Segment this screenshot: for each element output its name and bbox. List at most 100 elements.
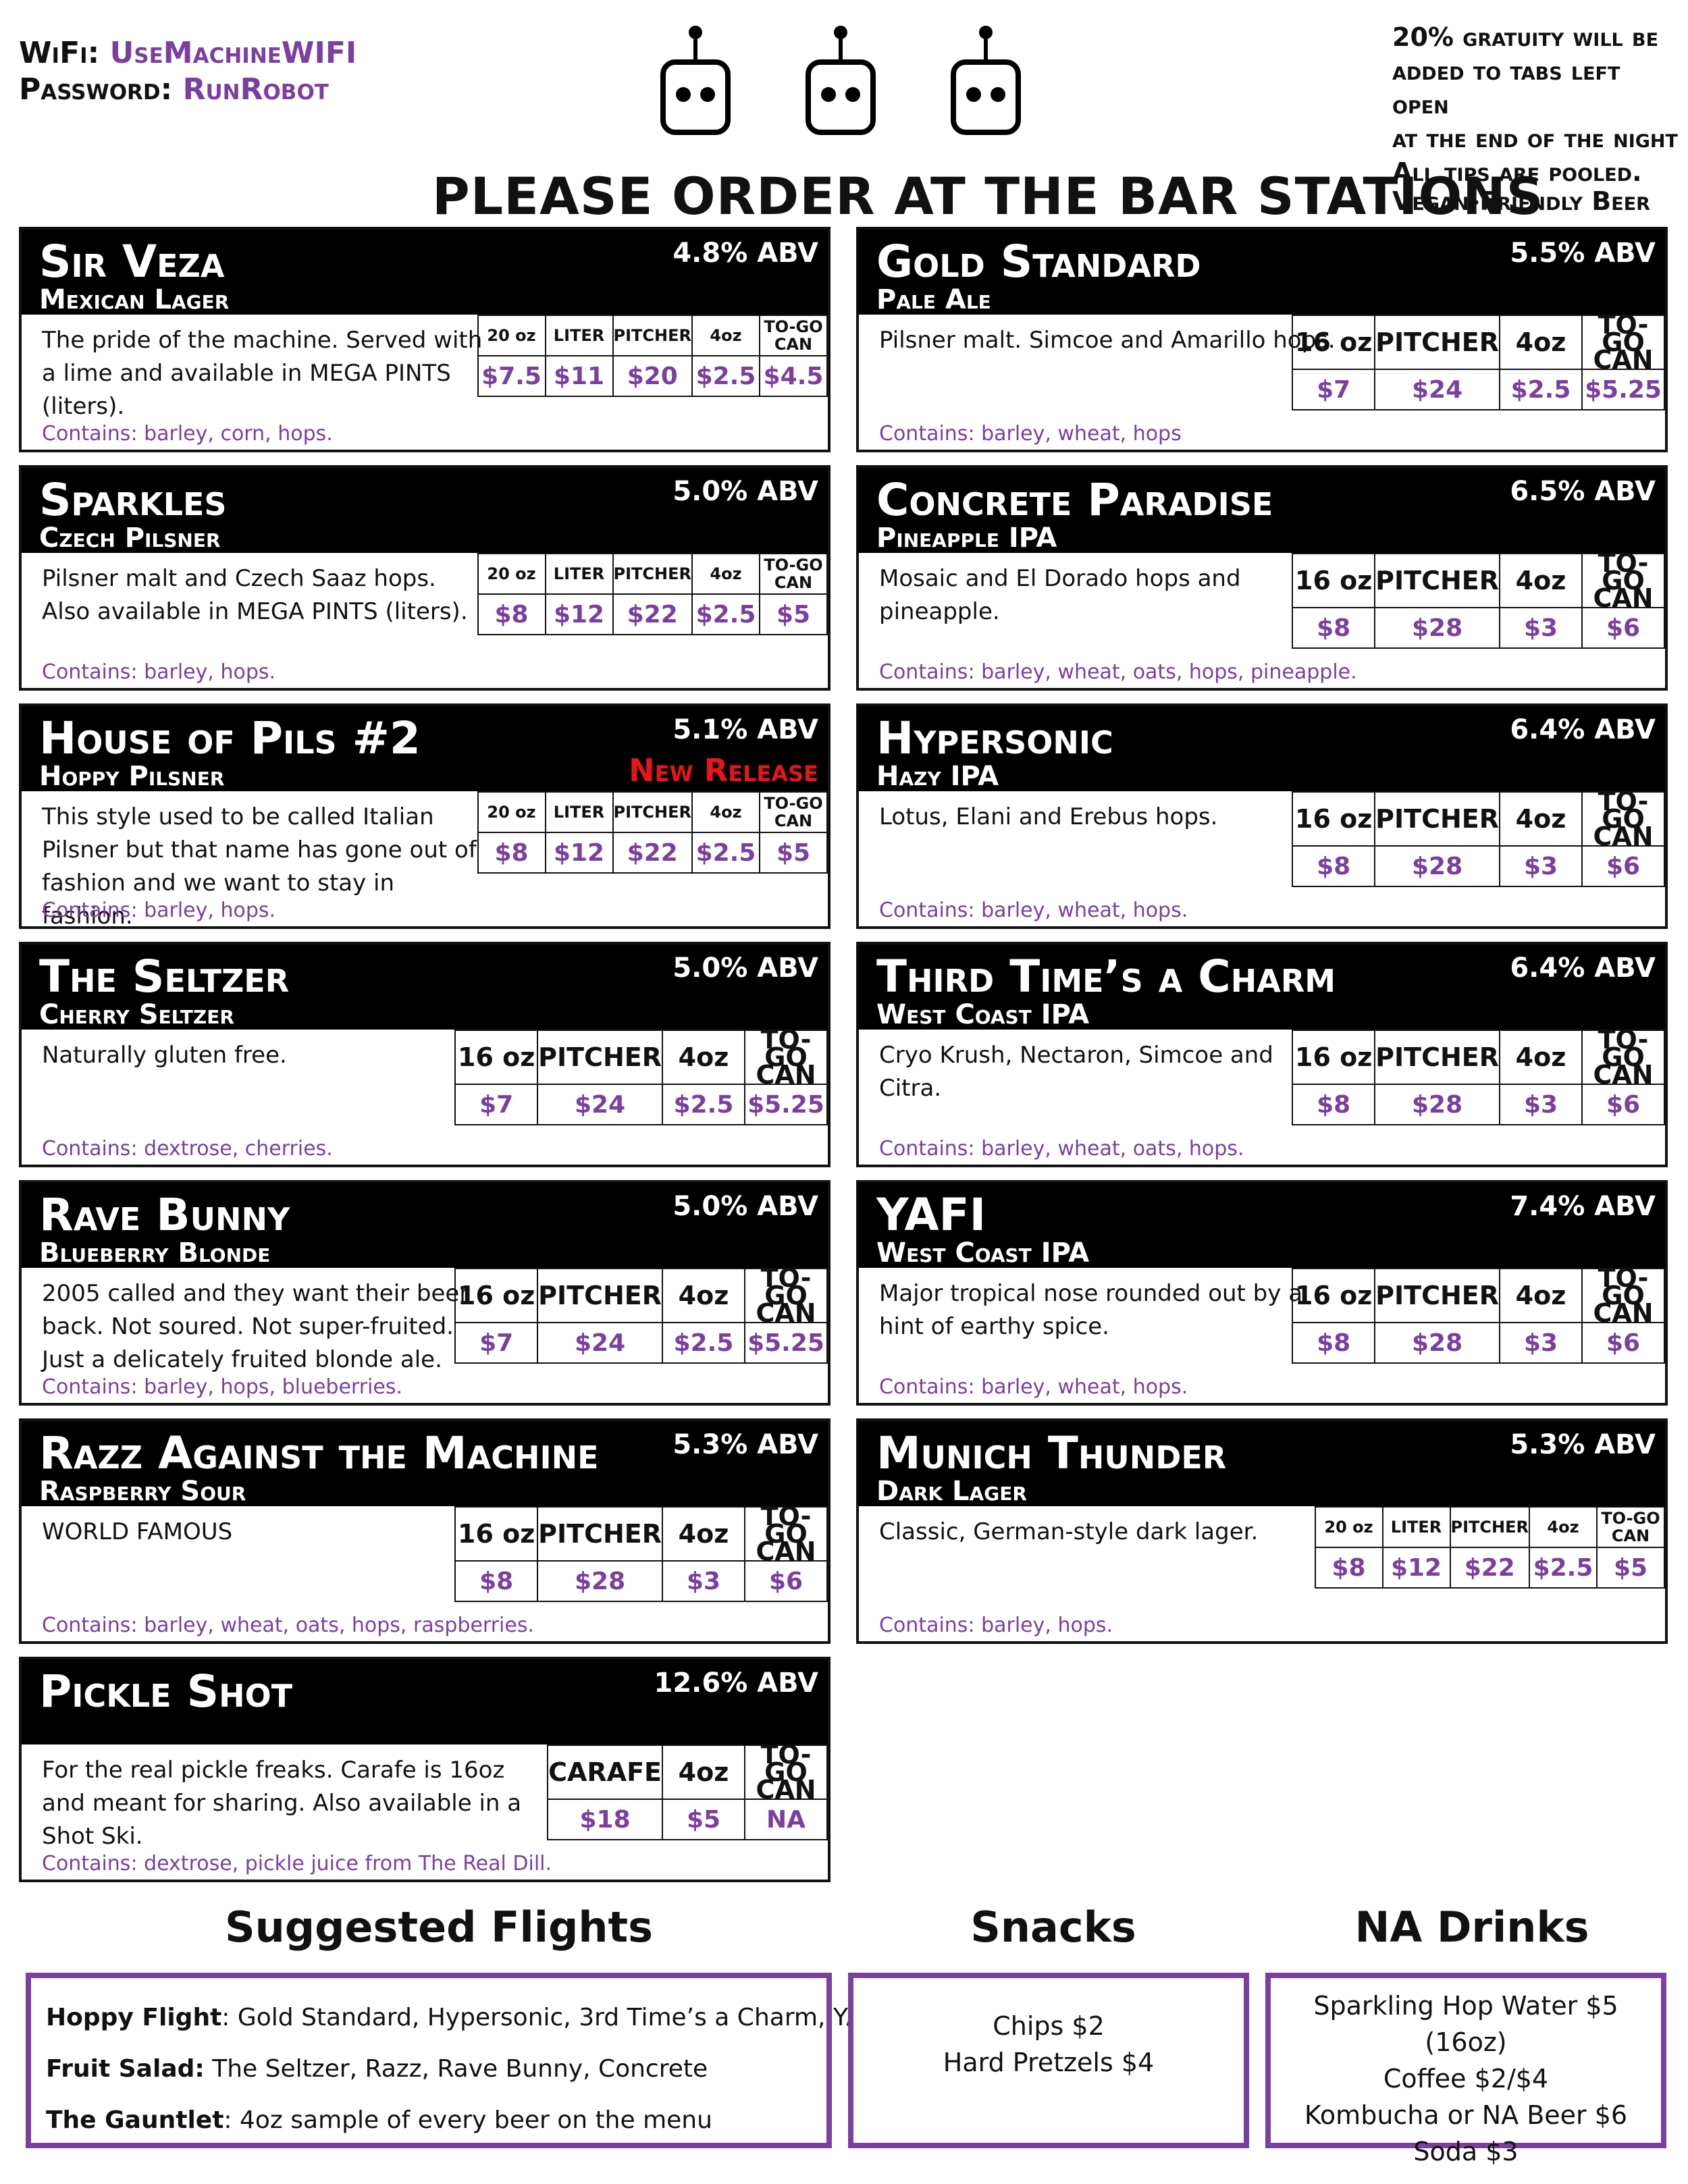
size-label: LITER <box>544 791 614 833</box>
password-value: RunRobot <box>182 72 329 107</box>
price-value: $18 <box>547 1799 663 1840</box>
na-drinks-box: Sparkling Hop Water $5 (16oz) Coffee $2/… <box>1265 1973 1666 2166</box>
robot-logo-icon <box>660 26 1021 135</box>
beer-style: Blueberry Blonde <box>39 1237 271 1269</box>
beer-card: YAFI West Coast IPA 7.4% ABV 16 oz PITCHER 4o… <box>856 1180 1668 1406</box>
beer-abv: 5.3% ABV <box>672 1429 818 1460</box>
beer-description: Mosaic and El Dorado hops and pineapple. <box>879 565 1241 625</box>
beer-header: Sparkles Czech Pilsner 5.0% ABV <box>22 468 828 553</box>
price-value: $12 <box>1381 1547 1451 1589</box>
price-value: $2.5 <box>662 1322 745 1364</box>
na-drink-item: Soda $3 <box>1413 2137 1519 2166</box>
price-value: $4.5 <box>759 355 828 397</box>
beer-header: YAFI West Coast IPA 7.4% ABV <box>859 1183 1665 1268</box>
size-label: TO-GO CAN <box>1581 1027 1665 1088</box>
price-value: $6 <box>1581 1322 1665 1364</box>
gratuity-notice: 20% gratuity will be added to tabs left … <box>1392 20 1683 189</box>
beer-header: Gold Standard Pale Ale 5.5% ABV <box>859 230 1665 315</box>
price-table: 16 oz PITCHER 4oz TO-GO CAN $8 $28 $3 $6 <box>1292 1027 1665 1125</box>
na-drink-item: Kombucha or NA Beer $6 <box>1304 2100 1628 2130</box>
price-value: $7 <box>1292 369 1376 410</box>
size-label: TO-GO CAN <box>744 1027 828 1088</box>
price-value: $3 <box>1499 845 1583 887</box>
allergen-info: Contains: barley, wheat, oats, hops. <box>879 1137 1244 1161</box>
size-label: TO-GO CAN <box>744 1742 828 1803</box>
beer-abv: 6.4% ABV <box>1510 953 1656 984</box>
size-label: TO-GO CAN <box>759 791 828 833</box>
robot-head-icon <box>660 26 731 135</box>
snack-item: Chips $2 <box>993 2011 1105 2041</box>
beer-name: Hypersonic <box>876 712 1113 764</box>
price-value: $7 <box>454 1084 539 1125</box>
price-value: $8 <box>477 832 546 874</box>
beer-description: Naturally gluten free. <box>42 1042 287 1069</box>
beer-abv: 7.4% ABV <box>1510 1191 1656 1222</box>
allergen-info: Contains: barley, hops. <box>42 899 276 922</box>
beer-style: West Coast IPA <box>876 1237 1090 1269</box>
price-value: $8 <box>1292 845 1376 887</box>
flight-desc: : Gold Standard, Hypersonic, 3rd Time’s … <box>221 2004 885 2031</box>
flight-item: Hoppy Flight: Gold Standard, Hypersonic,… <box>46 2004 884 2031</box>
size-label: LITER <box>544 315 614 356</box>
size-label: PITCHER <box>1374 791 1500 847</box>
allergen-info: Contains: barley, hops. <box>42 660 276 684</box>
beer-description: Classic, German-style dark lager. <box>879 1518 1259 1545</box>
beer-name: Rave Bunny <box>39 1189 290 1241</box>
price-value: $12 <box>544 832 614 874</box>
price-value: $3 <box>1499 607 1583 649</box>
beer-name: Third Time’s a Charm <box>876 951 1336 1003</box>
beer-card: Hypersonic Hazy IPA 6.4% ABV 16 oz PITCHER 4o… <box>856 703 1668 929</box>
price-value: $2.5 <box>1499 369 1583 410</box>
price-value: $28 <box>1374 1322 1500 1364</box>
size-label: 16 oz <box>1292 315 1376 370</box>
price-value: $28 <box>1374 1084 1500 1125</box>
price-value: $5.25 <box>744 1084 828 1125</box>
beer-card: Razz Against the Machine Raspberry Sour 5.… <box>19 1418 830 1644</box>
size-label: PITCHER <box>1374 1268 1500 1323</box>
beer-header: Rave Bunny Blueberry Blonde 5.0% ABV <box>22 1183 828 1268</box>
size-label: PITCHER <box>1449 1506 1531 1548</box>
beer-description: Major tropical nose rounded out by a hin… <box>879 1280 1303 1340</box>
beer-abv: 5.0% ABV <box>672 953 818 984</box>
size-label: 4oz <box>662 1030 745 1085</box>
beer-abv: 5.5% ABV <box>1510 238 1656 269</box>
price-table: 16 oz PITCHER 4oz TO-GO CAN $8 $28 $3 $6 <box>454 1503 828 1602</box>
price-value: $6 <box>1581 1084 1665 1125</box>
page-title: PLEASE ORDER AT THE BAR STATIONS <box>432 166 1544 226</box>
price-value: $7.5 <box>477 355 546 397</box>
beer-header: The Seltzer Cherry Seltzer 5.0% ABV <box>22 944 828 1030</box>
allergen-info: Contains: barley, wheat, hops <box>879 422 1182 446</box>
beer-abv: 6.5% ABV <box>1510 476 1656 507</box>
beer-header: Pickle Shot 12.6% ABV <box>22 1659 828 1744</box>
price-table: 16 oz PITCHER 4oz TO-GO CAN $7 $24 $2.5 $5.25 <box>454 1265 828 1364</box>
size-label: 4oz <box>1499 553 1583 608</box>
flight-name: Fruit Salad: <box>46 2055 205 2083</box>
beer-name: Pickle Shot <box>39 1666 293 1717</box>
beer-description: This style used to be called Italian Pil… <box>42 803 477 930</box>
size-label: PITCHER <box>537 1506 663 1562</box>
wifi-value: UseMachineWIFI <box>109 36 357 70</box>
beer-abv: 5.0% ABV <box>672 476 818 507</box>
size-label: 16 oz <box>454 1506 539 1562</box>
price-value: $5 <box>1596 1547 1665 1589</box>
beer-style: West Coast IPA <box>876 999 1090 1030</box>
size-label: LITER <box>1381 1506 1451 1548</box>
beer-header: Sir Veza Mexican Lager 4.8% ABV <box>22 230 828 315</box>
notice-line: All tips are pooled. <box>1392 157 1642 187</box>
price-value: $8 <box>1314 1547 1383 1589</box>
size-label: 4oz <box>1499 1268 1583 1323</box>
beer-abv: 12.6% ABV <box>654 1668 818 1699</box>
snacks-title: Snacks <box>970 1902 1136 1952</box>
beer-style: Pale Ale <box>876 284 991 315</box>
beer-card: Sir Veza Mexican Lager 4.8% ABV 20 oz LITER P… <box>19 227 830 452</box>
beer-abv: 4.8% ABV <box>672 238 818 269</box>
beer-header: House of Pils #2 Hoppy Pilsner 5.1% ABV New… <box>22 706 828 791</box>
price-table: 20 oz LITER PITCHER 4oz TO-GO CAN $8 $12 $22 $2.… <box>1314 1506 1665 1589</box>
beer-description: The pride of the machine. Served with a … <box>42 327 483 420</box>
beer-card: Pickle Shot 12.6% ABV CARAFE 4oz TO-GO CAN $1… <box>19 1657 830 1882</box>
beer-card: Concrete Paradise Pineapple IPA 6.5% ABV 16… <box>856 465 1668 691</box>
size-label: 4oz <box>1529 1506 1598 1548</box>
beer-card: Munich Thunder Dark Lager 5.3% ABV 20 oz LIT… <box>856 1418 1668 1644</box>
na-drink-item: Coffee $2/$4 <box>1383 2064 1549 2094</box>
price-value: $3 <box>1499 1322 1583 1364</box>
